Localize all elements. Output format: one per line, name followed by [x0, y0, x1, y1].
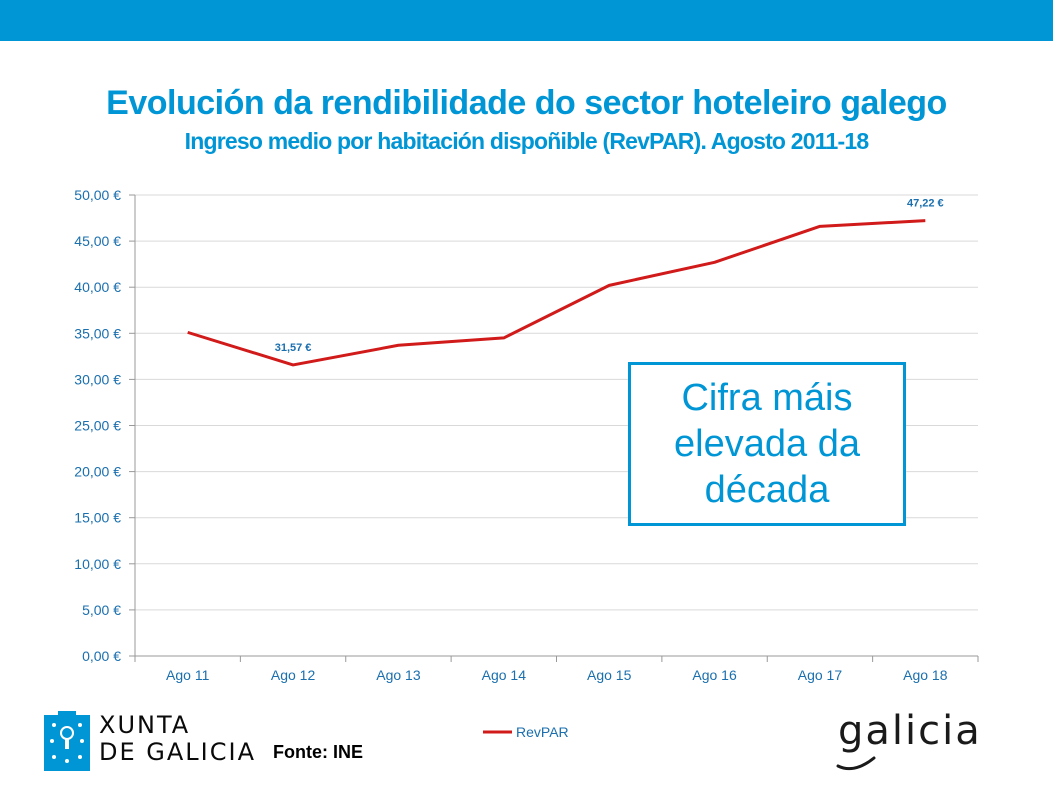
chart-legend: RevPAR [483, 724, 569, 740]
series-layer [187, 219, 926, 367]
x-tick-label: Ago 18 [903, 667, 948, 683]
source-note: Fonte: INE [273, 742, 363, 762]
x-tick-label: Ago 14 [482, 667, 527, 683]
series-line-revpar [187, 219, 926, 367]
y-tick-label: 10,00 € [74, 556, 121, 572]
xunta-line-1: XUNTA [99, 711, 191, 739]
x-tick-label: Ago 16 [692, 667, 737, 683]
x-tick-label: Ago 17 [798, 667, 843, 683]
y-tick-label: 35,00 € [74, 325, 121, 341]
y-tick-label: 5,00 € [82, 602, 121, 618]
x-tick-label: Ago 11 [166, 667, 210, 683]
y-tick-label: 30,00 € [74, 371, 121, 387]
data-labels: 31,57 € 47,22 € [275, 198, 944, 354]
y-tick-label: 20,00 € [74, 464, 121, 480]
y-tick-label: 15,00 € [74, 510, 121, 526]
x-axis: Ago 11 Ago 12 Ago 13 Ago 14 Ago 15 Ago 16 Ago … [134, 195, 979, 683]
callout-box: Cifra máis elevada da década [628, 362, 906, 526]
y-tick-label: 0,00 € [82, 648, 121, 664]
slide-title: Evolución da rendibilidade do sector hot… [106, 84, 947, 122]
top-banner [0, 0, 1053, 41]
y-tick-label: 25,00 € [74, 418, 121, 434]
y-axis-ticks: 0,00 € 5,00 € 10,00 € 15,00 € 20,00 € 25,00 €… [74, 187, 135, 664]
callout-text: Cifra máis elevada da década [674, 377, 860, 511]
legend-label-revpar: RevPAR [516, 724, 569, 740]
x-tick-label: Ago 15 [587, 667, 632, 683]
data-label: 31,57 € [275, 342, 312, 354]
y-tick-label: 50,00 € [74, 187, 121, 203]
data-label: 47,22 € [907, 198, 944, 210]
xunta-wordmark: XUNTA DE GALICIA [99, 712, 256, 766]
xunta-line-2: DE GALICIA [99, 738, 256, 766]
galicia-logo: galicia [838, 708, 982, 754]
x-tick-label: Ago 13 [376, 667, 421, 683]
xunta-shield-icon [44, 711, 90, 771]
galicia-swash-icon [836, 756, 876, 771]
slide-subtitle: Ingreso medio por habitación dispoñible … [184, 128, 869, 154]
x-tick-label: Ago 12 [271, 667, 316, 683]
y-tick-label: 45,00 € [74, 233, 121, 249]
y-tick-label: 40,00 € [74, 279, 121, 295]
